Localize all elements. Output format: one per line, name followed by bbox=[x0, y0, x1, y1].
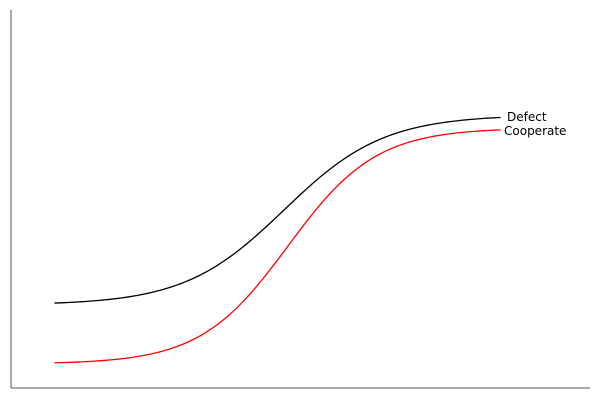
defect-curve-label: Defect bbox=[507, 110, 547, 124]
cooperate-curve-label: Cooperate bbox=[504, 124, 566, 138]
defect-curve bbox=[54, 116, 501, 304]
cooperate-curve bbox=[54, 129, 501, 364]
